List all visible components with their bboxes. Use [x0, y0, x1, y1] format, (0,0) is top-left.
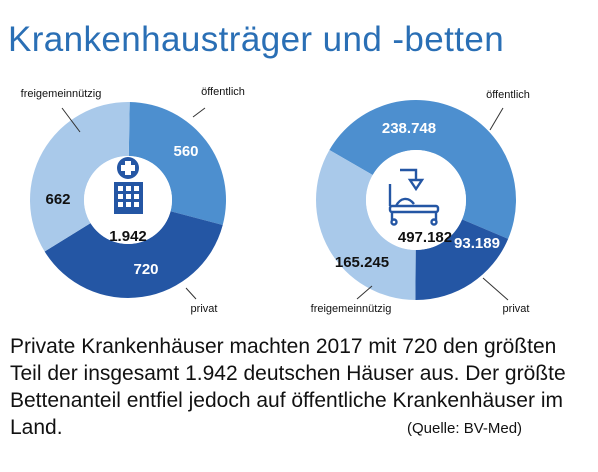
leader-line	[356, 285, 373, 300]
slice-value-label: 238.748	[382, 120, 436, 137]
donut-slice-oeffentlich	[329, 100, 516, 239]
donut-slice-oeffentlich	[128, 102, 226, 226]
donut-total-label: 1.942	[109, 228, 147, 245]
hospital-cross-building-icon	[114, 157, 143, 214]
donut-slice-privat	[415, 219, 509, 300]
slice-value-label: 662	[45, 191, 70, 208]
slice-category-label: freigemeinnützig	[21, 88, 102, 100]
slice-value-label: 93.189	[454, 235, 500, 252]
donut-charts: 560 öffentlich 720 privat 662 freigemeinnützi…	[21, 86, 530, 315]
leader-line	[482, 277, 509, 301]
slice-category-label: privat	[191, 303, 218, 315]
page-title: Krankenhausträger und -betten	[8, 20, 505, 59]
source-note: (Quelle: BV-Med)	[407, 420, 523, 437]
slice-category-label: privat	[503, 303, 530, 315]
leader-line	[192, 107, 206, 118]
leader-line	[185, 287, 197, 300]
caption-text: Private Krankenhäuser machten 2017 mit 7…	[10, 335, 566, 439]
hospital-bed-icon	[388, 168, 440, 226]
donut-slice-privat	[44, 211, 223, 299]
slice-category-label: freigemeinnützig	[311, 303, 392, 315]
donut-slice-freigemeinnuetzig	[316, 150, 416, 300]
donut-slice-freigemeinnuetzig	[29, 101, 130, 252]
donut-hole	[366, 150, 466, 250]
slice-value-label: 165.245	[335, 254, 389, 271]
leader-line	[489, 107, 504, 131]
donut-chart-betten: 238.748 öffentlich 93.189 privat 165.245 frei…	[311, 89, 530, 315]
slice-value-label: 560	[173, 143, 198, 160]
slice-category-label: öffentlich	[486, 89, 530, 101]
donut-total-label: 497.182	[398, 229, 452, 246]
donut-chart-traeger: 560 öffentlich 720 privat 662 freigemeinnützi…	[21, 86, 245, 315]
slice-value-label: 720	[133, 261, 158, 278]
slice-category-label: öffentlich	[201, 86, 245, 98]
leader-line	[61, 107, 81, 133]
